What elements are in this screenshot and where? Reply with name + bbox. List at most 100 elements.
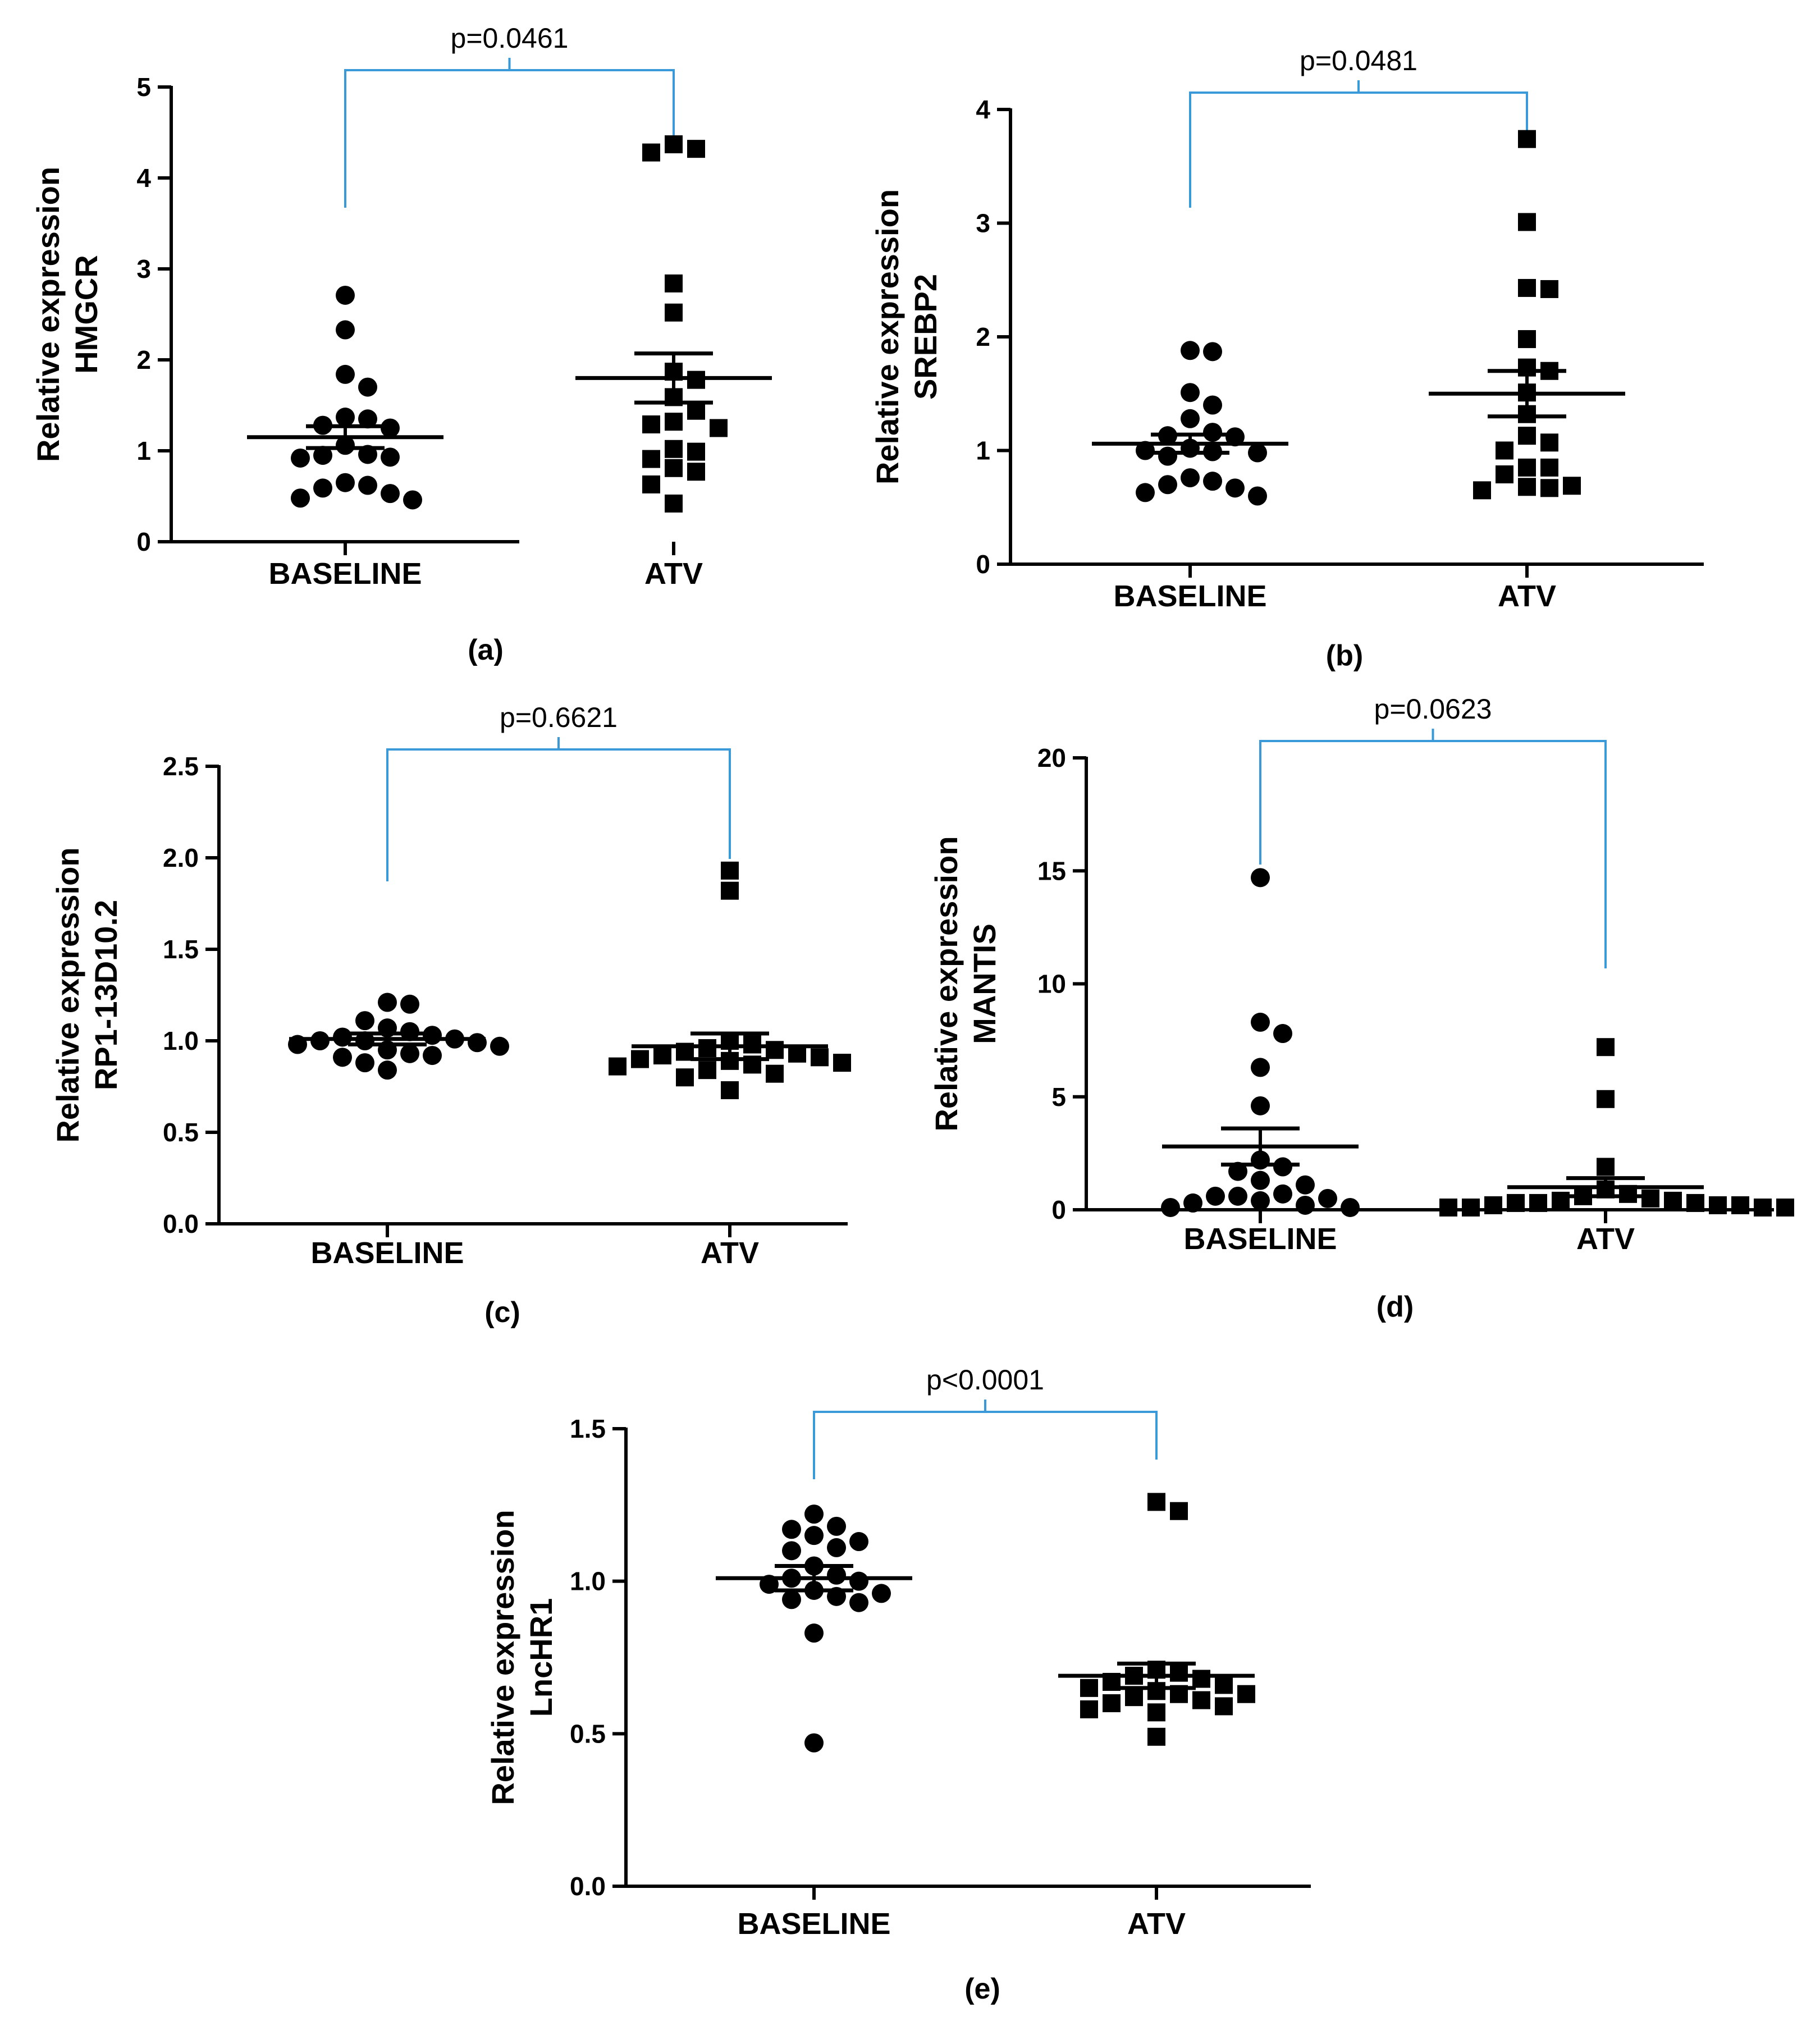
data-point xyxy=(1158,475,1177,495)
data-point xyxy=(872,1584,891,1603)
data-point xyxy=(631,1050,649,1068)
x-category-label: BASELINE xyxy=(1113,579,1266,613)
data-point xyxy=(827,1538,846,1557)
data-point xyxy=(653,1046,671,1065)
y-tick-label: 0.5 xyxy=(163,1118,199,1147)
y-axis-title: Relative expressionRP1-13D10.2 xyxy=(50,847,124,1142)
data-point xyxy=(378,1060,397,1080)
y-axis-title-line: Relative expression xyxy=(929,836,964,1131)
y-tick-label: 0 xyxy=(1051,1195,1066,1224)
data-point xyxy=(313,478,332,498)
y-tick-label: 1.0 xyxy=(163,1026,199,1055)
data-point xyxy=(642,450,660,468)
data-point xyxy=(1181,468,1200,488)
data-point xyxy=(687,463,705,481)
y-tick-label: 1 xyxy=(976,436,990,465)
data-point xyxy=(1215,1697,1233,1716)
y-tick-label: 2.5 xyxy=(163,752,199,781)
data-point xyxy=(1170,1502,1188,1520)
x-category-label: BASELINE xyxy=(268,557,422,591)
data-point xyxy=(1518,278,1536,297)
x-category-label: ATV xyxy=(701,1236,759,1270)
data-point xyxy=(400,1044,419,1063)
data-point xyxy=(665,135,683,154)
data-point xyxy=(642,143,660,162)
chart-panel-3: 0.0 0.5 1.0 1.5 2.0 2.5 BASELINE ATV Relative ex… xyxy=(50,702,851,1329)
data-point xyxy=(1225,478,1245,498)
data-point xyxy=(1540,280,1558,298)
data-point xyxy=(1181,383,1200,403)
data-point xyxy=(665,494,683,513)
data-point xyxy=(642,415,660,434)
data-point xyxy=(1080,1679,1098,1697)
data-point xyxy=(721,861,739,880)
data-point xyxy=(1754,1198,1772,1217)
data-point xyxy=(1296,1195,1315,1215)
data-point xyxy=(1296,1175,1315,1195)
data-point xyxy=(1540,479,1558,497)
significance-bracket xyxy=(1189,92,1528,208)
x-category-label: BASELINE xyxy=(737,1907,890,1941)
y-axis-title: Relative expressionHMGCR xyxy=(30,167,104,462)
data-point xyxy=(1206,1186,1225,1206)
significance-bracket xyxy=(386,748,731,881)
chart-panel-5: 0.0 0.5 1.0 1.5 BASELINE ATV Relative expressi… xyxy=(485,1364,1311,2005)
data-point xyxy=(1496,441,1513,460)
data-point xyxy=(710,419,728,437)
y-tick-label: 0 xyxy=(976,550,990,579)
p-value-label: p=0.0481 xyxy=(1300,45,1417,76)
data-point xyxy=(766,1064,784,1083)
data-point xyxy=(1597,1038,1615,1057)
y-tick-label: 20 xyxy=(1037,743,1066,772)
data-point xyxy=(676,1068,694,1087)
chart-panel-1: 0 1 2 3 4 5 BASELINE ATV Relative expressionHMGC… xyxy=(30,22,772,666)
p-value-label: p=0.0461 xyxy=(451,22,569,54)
data-point xyxy=(1518,330,1536,349)
chart-panel-4: 0 5 10 15 20 BASELINE ATV Relative expressionMA… xyxy=(929,693,1794,1323)
data-point xyxy=(698,1061,716,1080)
data-point xyxy=(1540,458,1558,477)
data-point xyxy=(1341,1197,1360,1217)
data-point xyxy=(1181,341,1200,360)
data-point xyxy=(1147,1493,1165,1511)
data-point xyxy=(403,490,422,510)
data-point xyxy=(1273,1184,1292,1204)
data-point xyxy=(291,488,310,508)
data-point xyxy=(1731,1196,1749,1214)
data-point xyxy=(1597,1158,1615,1176)
data-point xyxy=(782,1520,801,1539)
data-point xyxy=(313,446,332,465)
chart-panel-2: 0 1 2 3 4 BASELINE ATV Relative expressionSREBP… xyxy=(870,45,1704,672)
y-axis-title: Relative expressionMANTIS xyxy=(929,836,1002,1131)
data-point xyxy=(1563,477,1581,495)
data-point xyxy=(1251,1012,1270,1032)
y-tick-label: 4 xyxy=(976,95,990,124)
y-tick-label: 1 xyxy=(136,436,151,465)
y-tick-label: 1.5 xyxy=(570,1414,606,1443)
y-tick-label: 1.0 xyxy=(570,1567,606,1596)
y-tick-label: 0.0 xyxy=(570,1872,606,1901)
data-point xyxy=(1125,1688,1143,1707)
data-point xyxy=(336,285,355,305)
data-point xyxy=(1439,1198,1457,1217)
data-point xyxy=(336,364,355,384)
y-tick-label: 2 xyxy=(976,322,990,351)
y-tick-label: 2.0 xyxy=(163,843,199,872)
data-point xyxy=(1215,1676,1233,1694)
y-tick-label: 5 xyxy=(1051,1082,1066,1112)
data-point xyxy=(1473,481,1491,500)
data-point xyxy=(609,1057,627,1076)
data-point xyxy=(849,1571,868,1591)
data-point xyxy=(804,1733,824,1753)
data-point xyxy=(1686,1193,1704,1212)
data-point xyxy=(1228,1161,1247,1181)
y-tick-label: 10 xyxy=(1037,970,1066,999)
x-category-label: ATV xyxy=(1576,1222,1635,1256)
data-point xyxy=(1103,1694,1121,1712)
data-point xyxy=(1518,213,1536,231)
data-point xyxy=(1251,1058,1270,1077)
data-point xyxy=(1183,1193,1202,1213)
data-point xyxy=(1484,1196,1502,1214)
data-point xyxy=(1203,395,1222,415)
